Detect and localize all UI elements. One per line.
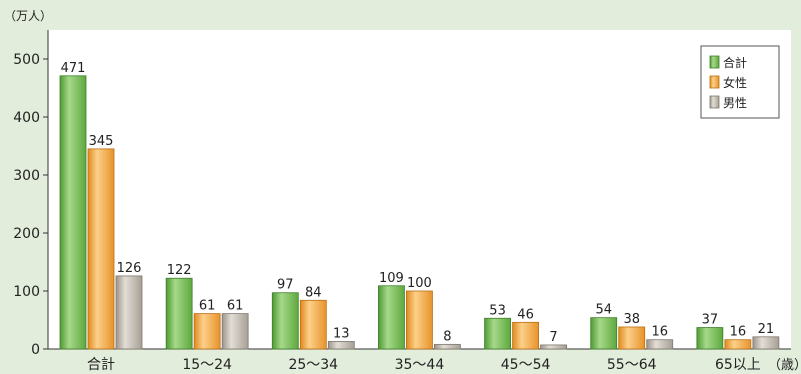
bar (59, 75, 87, 350)
data-label: 21 (758, 322, 775, 337)
legend-label: 男性 (723, 96, 747, 110)
bar (378, 285, 405, 350)
y-unit-label: （万人） (4, 9, 52, 23)
data-label: 97 (277, 278, 294, 293)
bar (646, 339, 674, 350)
y-tick-label: 100 (13, 284, 40, 300)
x-tick-label: 55～64 (607, 357, 657, 373)
data-label: 345 (89, 134, 114, 149)
bar (618, 326, 646, 350)
data-label: 16 (651, 325, 668, 340)
y-tick-label: 400 (13, 110, 40, 126)
x-tick-label: 45～54 (501, 357, 551, 373)
bar (752, 336, 780, 350)
data-label: 54 (595, 303, 612, 318)
bar-series: 471 345 126 122 61 61 97 84 13 109 100 8 53 46 7 54 38 16… (59, 61, 780, 350)
data-label: 109 (379, 271, 404, 286)
y-tick-label: 300 (13, 168, 40, 184)
data-label: 84 (305, 285, 322, 300)
x-tick-label: 65以上 (715, 357, 761, 373)
data-label: 122 (167, 263, 192, 278)
data-label: 8 (443, 329, 451, 344)
bar (724, 339, 752, 350)
bar (696, 327, 724, 350)
legend-label: 女性 (723, 75, 747, 90)
data-label: 100 (407, 276, 432, 291)
data-label: 53 (489, 303, 506, 318)
x-unit-label: （歳） (768, 358, 801, 373)
x-tick-label: 35～44 (395, 357, 445, 373)
data-label: 471 (61, 61, 86, 76)
bar (540, 344, 567, 350)
y-tick-label: 500 (13, 52, 40, 68)
bar (87, 148, 115, 350)
y-tick-label: 0 (31, 342, 40, 358)
data-label: 37 (702, 313, 719, 328)
data-label: 7 (549, 330, 557, 345)
data-label: 126 (117, 261, 142, 276)
bar (434, 343, 461, 350)
data-label: 61 (199, 299, 216, 314)
data-label: 46 (517, 307, 534, 322)
y-tick-label: 200 (13, 226, 40, 242)
legend-swatch (709, 95, 720, 109)
bar (115, 275, 143, 350)
y-axis-ticks: 0 100 200 300 400 500 (13, 52, 48, 358)
legend-swatch (709, 75, 720, 89)
legend-swatch (709, 55, 720, 69)
data-label: 38 (623, 312, 640, 327)
x-tick-label: 25～34 (288, 357, 338, 373)
data-label: 13 (333, 326, 350, 341)
bar (221, 313, 249, 350)
bar (512, 321, 539, 350)
data-label: 16 (730, 325, 747, 340)
bar (590, 317, 618, 350)
bar (165, 277, 193, 350)
bar (271, 292, 299, 350)
bar (299, 299, 327, 350)
x-axis-tick-labels: 合計 15～24 25～34 35～44 45～54 55～64 65以上 (87, 357, 761, 373)
bar (327, 341, 355, 350)
x-tick-label: 15～24 (182, 357, 232, 373)
legend-label: 合計 (723, 55, 747, 70)
bar (193, 313, 221, 350)
data-label: 61 (227, 299, 244, 314)
bar (406, 290, 433, 350)
bar (484, 317, 511, 350)
x-tick-label: 合計 (87, 357, 115, 373)
